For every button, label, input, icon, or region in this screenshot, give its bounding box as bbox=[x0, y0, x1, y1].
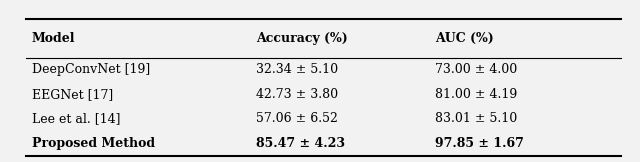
Text: Lee et al. [14]: Lee et al. [14] bbox=[32, 112, 120, 125]
Text: 97.85 ± 1.67: 97.85 ± 1.67 bbox=[435, 137, 524, 150]
Text: Model: Model bbox=[32, 32, 76, 45]
Text: Proposed Method: Proposed Method bbox=[32, 137, 155, 150]
Text: 42.73 ± 3.80: 42.73 ± 3.80 bbox=[256, 88, 338, 101]
Text: 81.00 ± 4.19: 81.00 ± 4.19 bbox=[435, 88, 518, 101]
Text: AUC (%): AUC (%) bbox=[435, 32, 494, 45]
Text: 73.00 ± 4.00: 73.00 ± 4.00 bbox=[435, 63, 518, 76]
Text: Accuracy (%): Accuracy (%) bbox=[256, 32, 348, 45]
Text: 85.47 ± 4.23: 85.47 ± 4.23 bbox=[256, 137, 345, 150]
Text: EEGNet [17]: EEGNet [17] bbox=[32, 88, 113, 101]
Text: 32.34 ± 5.10: 32.34 ± 5.10 bbox=[256, 63, 338, 76]
Text: 57.06 ± 6.52: 57.06 ± 6.52 bbox=[256, 112, 338, 125]
Text: 83.01 ± 5.10: 83.01 ± 5.10 bbox=[435, 112, 518, 125]
Text: DeepConvNet [19]: DeepConvNet [19] bbox=[32, 63, 150, 76]
